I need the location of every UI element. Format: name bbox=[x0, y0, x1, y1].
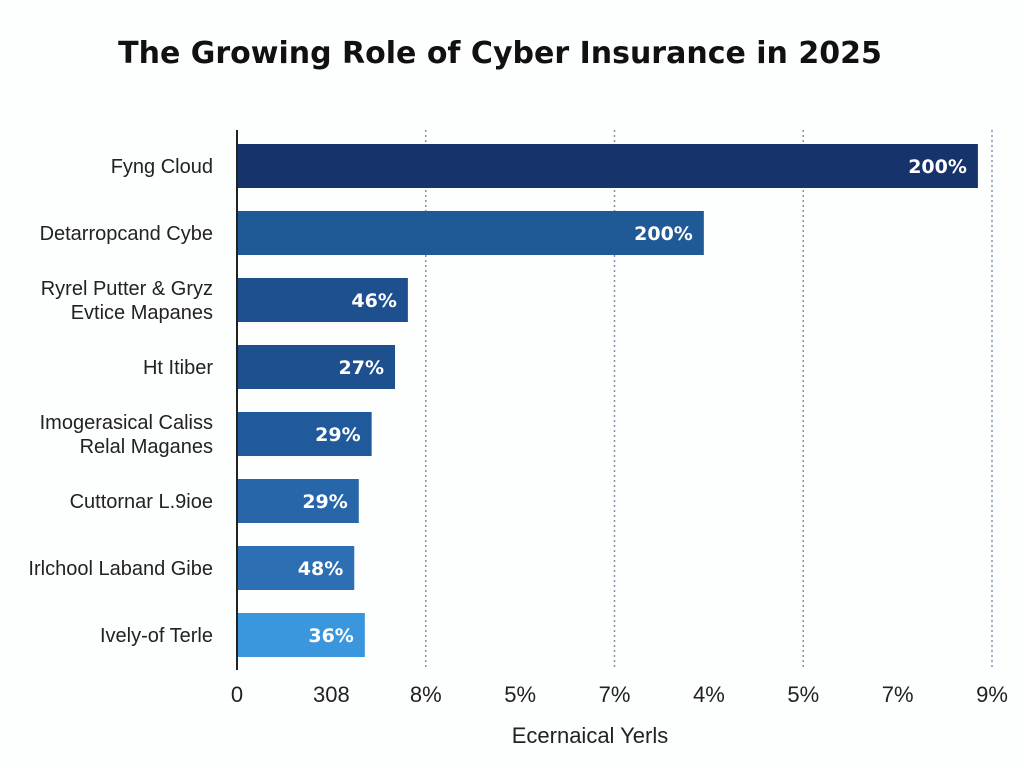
data-label: 27% bbox=[339, 357, 384, 379]
x-tick-label: 7% bbox=[882, 682, 914, 707]
data-label: 200% bbox=[908, 156, 967, 178]
x-tick-label: 0 bbox=[231, 682, 243, 707]
data-label: 48% bbox=[298, 558, 343, 580]
bar bbox=[238, 412, 372, 456]
bar bbox=[238, 479, 359, 523]
x-tick-label: 8% bbox=[410, 682, 442, 707]
category-label: Irlchool Laband Gibe bbox=[28, 558, 213, 580]
data-label: 36% bbox=[308, 625, 353, 647]
data-label: 200% bbox=[634, 223, 693, 245]
category-label: Fyng Cloud bbox=[111, 156, 213, 178]
category-label: Evtice Mapanes bbox=[71, 302, 213, 324]
bar bbox=[238, 613, 365, 657]
category-label: Detarropcand Cybe bbox=[40, 223, 213, 245]
x-axis-label: Ecernaical Yerls bbox=[512, 723, 669, 748]
chart-title: The Growing Role of Cyber Insurance in 2… bbox=[118, 36, 882, 71]
bar bbox=[238, 345, 396, 389]
data-label: 46% bbox=[351, 290, 396, 312]
x-tick-label: 7% bbox=[599, 682, 631, 707]
x-tick-label: 5% bbox=[504, 682, 536, 707]
data-label: 29% bbox=[302, 491, 347, 513]
category-label: Ht Itiber bbox=[143, 357, 213, 379]
category-label: Imogerasical Caliss bbox=[40, 412, 213, 434]
category-label: Ively-of Terle bbox=[100, 625, 213, 647]
category-label: Ryrel Putter & Gryz bbox=[41, 278, 213, 300]
category-label: Cuttornar L.9ioe bbox=[70, 491, 213, 513]
x-tick-label: 9% bbox=[976, 682, 1008, 707]
data-label: 29% bbox=[315, 424, 360, 446]
bar bbox=[238, 211, 704, 255]
bar bbox=[238, 278, 408, 322]
x-tick-label: 4% bbox=[693, 682, 725, 707]
bar bbox=[238, 144, 978, 188]
bar bbox=[238, 546, 355, 590]
x-tick-label: 5% bbox=[787, 682, 819, 707]
category-label: Relal Maganes bbox=[80, 436, 213, 458]
x-tick-label: 308 bbox=[313, 682, 350, 707]
